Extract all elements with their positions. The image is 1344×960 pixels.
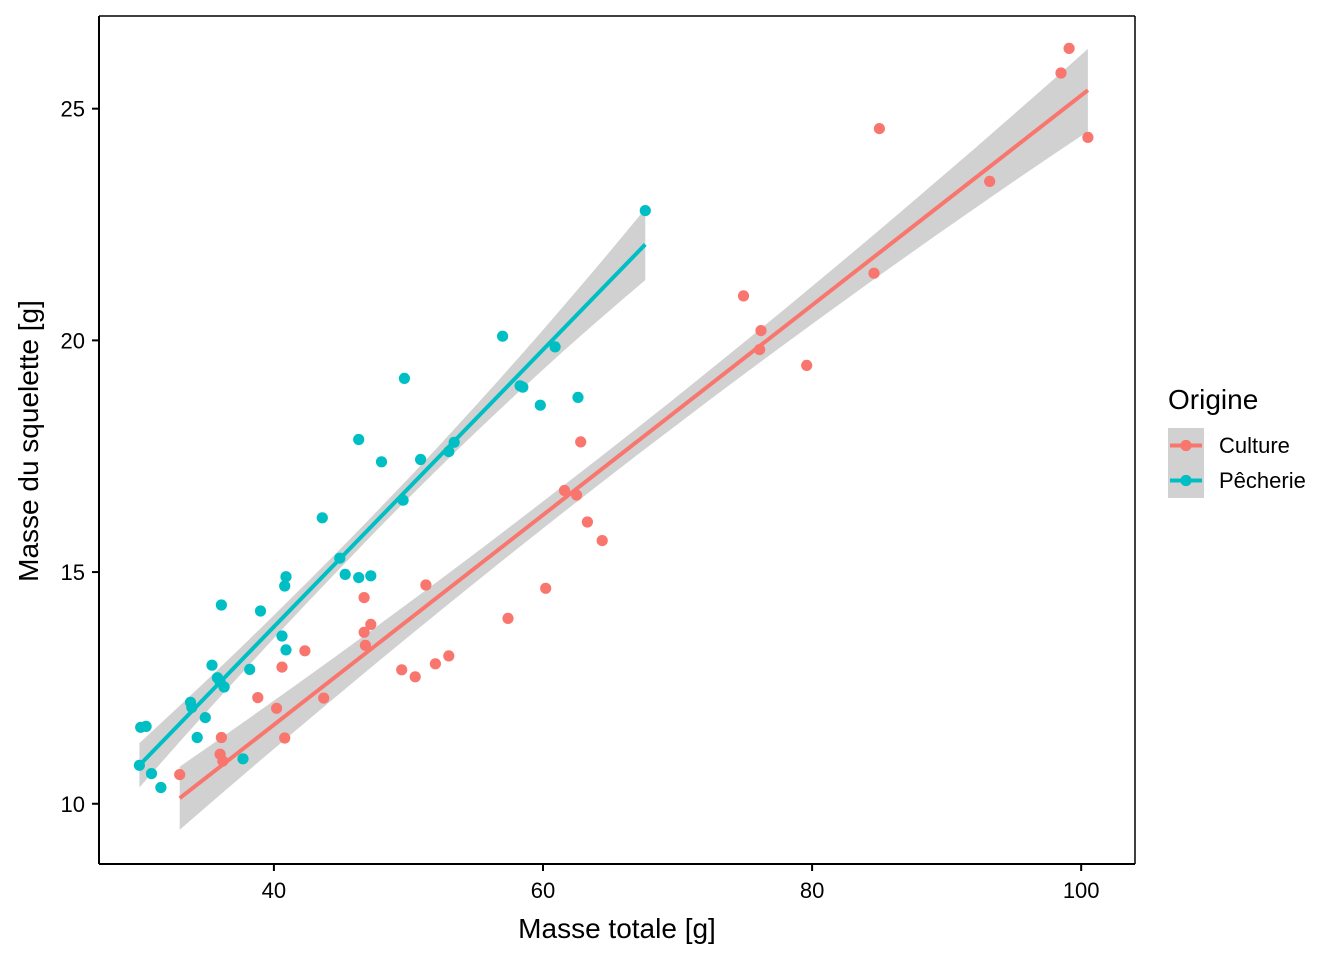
y-tick-label: 25: [61, 97, 85, 122]
data-point: [186, 701, 198, 714]
data-point: [358, 626, 370, 638]
data-point: [801, 359, 813, 371]
data-point: [359, 639, 371, 651]
data-point: [244, 663, 256, 676]
data-point: [517, 381, 529, 393]
data-point: [254, 605, 267, 617]
data-point: [397, 494, 409, 506]
data-point: [174, 769, 186, 781]
legend-label: Culture: [1219, 433, 1290, 458]
y-tick-label: 20: [61, 328, 85, 353]
data-point: [755, 325, 767, 337]
regression-line-1: [178, 88, 1090, 800]
confidence-ribbon-1: [179, 48, 1088, 830]
legend-label: Pêcherie: [1219, 468, 1306, 493]
data-point: [133, 759, 145, 771]
data-point: [279, 732, 291, 744]
y-tick-label: 15: [61, 560, 85, 585]
data-point: [581, 516, 594, 528]
data-point: [318, 692, 330, 704]
data-point: [1055, 67, 1067, 79]
data-point: [420, 579, 432, 591]
data-point: [358, 592, 370, 604]
data-point: [276, 630, 288, 642]
data-point: [396, 664, 408, 676]
data-point: [873, 123, 886, 135]
data-point: [353, 433, 365, 446]
y-axis-title: Masse du squelette [g]: [13, 300, 44, 582]
x-axis-ticks: 40 60 80 100: [262, 864, 1100, 903]
data-point: [1063, 42, 1075, 55]
data-point: [415, 453, 427, 466]
data-point: [279, 580, 291, 592]
data-point: [409, 671, 421, 683]
data-point: [984, 175, 996, 187]
data-point: [365, 570, 377, 582]
legend: Origine Culture Pêcherie: [1168, 384, 1306, 498]
data-point: [217, 755, 229, 767]
data-point: [334, 552, 346, 564]
data-point: [299, 645, 311, 657]
data-point: [145, 768, 158, 780]
data-point: [280, 644, 292, 656]
legend-title: Origine: [1168, 384, 1258, 415]
data-point: [443, 446, 455, 458]
data-point: [572, 391, 584, 403]
data-point: [754, 344, 766, 356]
data-point: [218, 681, 230, 693]
data-point: [199, 712, 211, 724]
data-point: [276, 661, 288, 673]
data-point: [353, 572, 365, 584]
data-point: [271, 702, 283, 714]
data-point: [206, 659, 218, 671]
axes: [98, 15, 1136, 865]
data-point: [252, 692, 264, 704]
data-point: [549, 341, 561, 353]
data-point: [868, 267, 880, 279]
x-tick-label: 80: [800, 878, 824, 903]
x-tick-label: 100: [1063, 878, 1100, 903]
data-point: [596, 535, 608, 547]
data-point: [534, 399, 546, 411]
data-point: [737, 290, 750, 302]
data-point: [497, 330, 509, 342]
x-axis-title: Masse totale [g]: [518, 913, 716, 944]
data-point: [429, 658, 441, 670]
data-point: [575, 436, 587, 448]
data-points: [133, 42, 1094, 794]
x-tick-label: 60: [531, 878, 555, 903]
data-point: [448, 436, 460, 448]
data-point: [140, 720, 152, 733]
data-point: [540, 582, 552, 594]
confidence-ribbons: [139, 48, 1088, 830]
data-point: [571, 489, 583, 501]
x-tick-label: 40: [262, 878, 286, 903]
data-point: [339, 568, 351, 581]
data-point: [398, 372, 410, 384]
data-point: [502, 612, 514, 625]
legend-item: Pêcherie: [1168, 463, 1306, 498]
data-point: [155, 781, 167, 794]
data-point: [237, 753, 249, 765]
confidence-ribbon-2: [139, 208, 646, 788]
y-axis-ticks: 10 15 20 25: [61, 97, 99, 817]
legend-key-point: [1180, 439, 1192, 452]
data-point: [639, 205, 651, 217]
data-point: [443, 650, 455, 662]
data-point: [375, 456, 388, 468]
legend-key-point: [1180, 474, 1192, 487]
y-tick-label: 10: [61, 792, 85, 817]
data-point: [1082, 131, 1094, 143]
data-point: [215, 731, 227, 744]
legend-item: Culture: [1168, 428, 1290, 463]
data-point: [365, 618, 377, 631]
data-point: [316, 512, 328, 524]
data-point: [215, 599, 227, 611]
data-point: [280, 571, 292, 583]
data-point: [558, 484, 571, 497]
data-point: [191, 731, 203, 744]
